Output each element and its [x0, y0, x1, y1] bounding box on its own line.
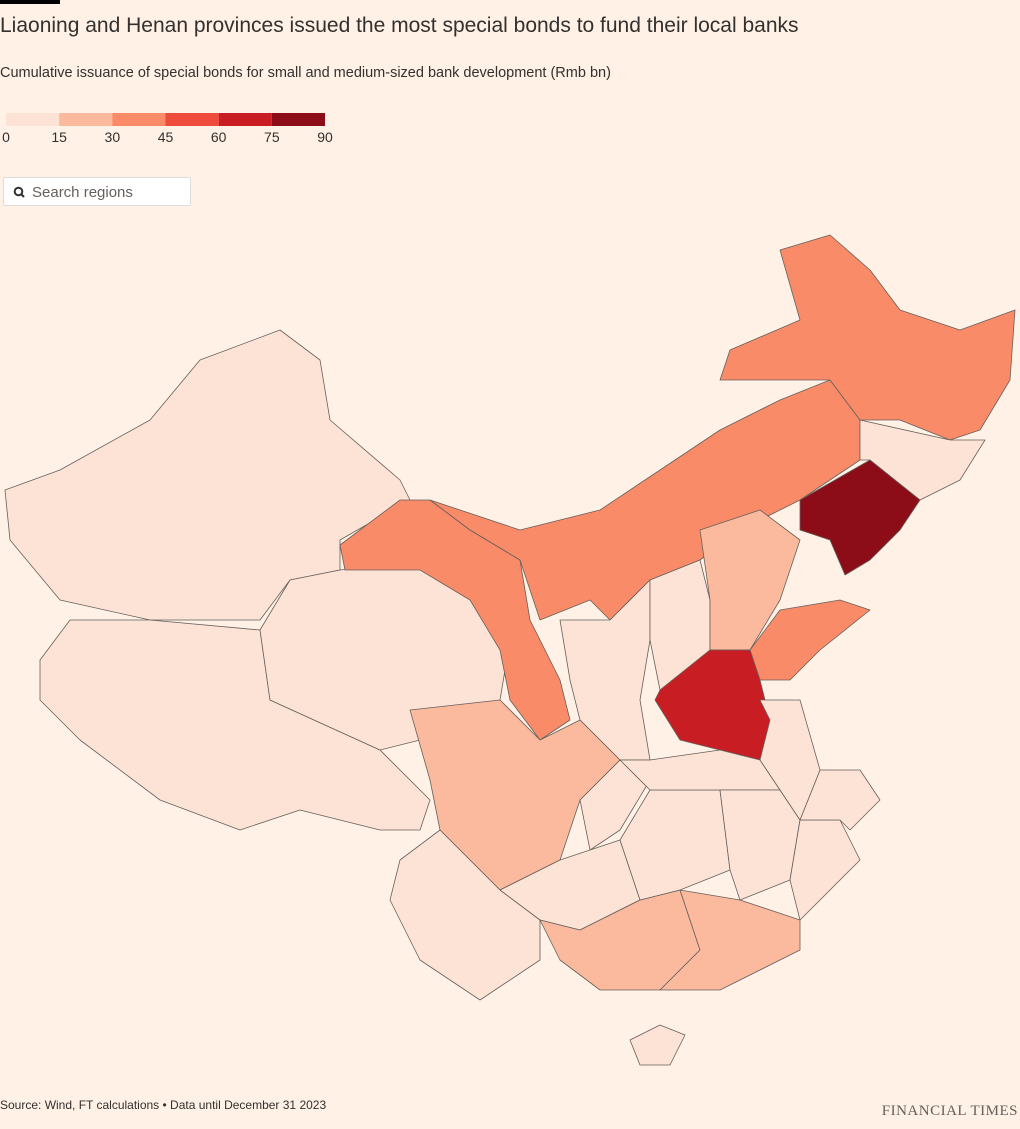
legend-swatch	[59, 113, 113, 126]
legend-tick-label: 90	[317, 129, 333, 145]
region	[759, 699, 821, 821]
region	[749, 599, 871, 681]
legend-swatch	[218, 113, 272, 126]
brand-bar	[0, 0, 60, 4]
legend-tick-label: 60	[211, 129, 227, 145]
region	[629, 1024, 686, 1066]
search-box[interactable]: Search regions	[3, 177, 191, 206]
source: Source: Wind, FT calculations • Data unt…	[0, 1098, 327, 1112]
chart-title: Liaoning and Henan provinces issued the …	[0, 14, 799, 37]
brand: FINANCIAL TIMES	[881, 1103, 1018, 1119]
region	[559, 579, 651, 761]
legend-tick-label: 75	[264, 129, 280, 145]
legend-tick-label: 30	[105, 129, 121, 145]
legend-tick-label: 15	[51, 129, 67, 145]
region	[389, 829, 541, 1001]
region	[859, 419, 986, 501]
region	[719, 234, 1016, 441]
search-icon	[13, 186, 25, 198]
legend-tick-label: 0	[2, 129, 10, 145]
region	[39, 619, 431, 831]
legend-swatch	[271, 113, 325, 126]
region	[619, 789, 731, 901]
legend-swatch	[112, 113, 166, 126]
region	[719, 789, 801, 901]
legend-tick-label: 45	[158, 129, 174, 145]
region	[799, 459, 921, 576]
region	[699, 509, 801, 651]
region	[789, 819, 861, 921]
legend-swatch	[165, 113, 219, 126]
region	[579, 759, 651, 851]
region	[409, 699, 621, 891]
chart-subtitle: Cumulative issuance of special bonds for…	[0, 65, 611, 81]
legend-swatch	[6, 113, 60, 126]
region	[659, 889, 801, 991]
search-placeholder: Search regions	[32, 184, 133, 201]
